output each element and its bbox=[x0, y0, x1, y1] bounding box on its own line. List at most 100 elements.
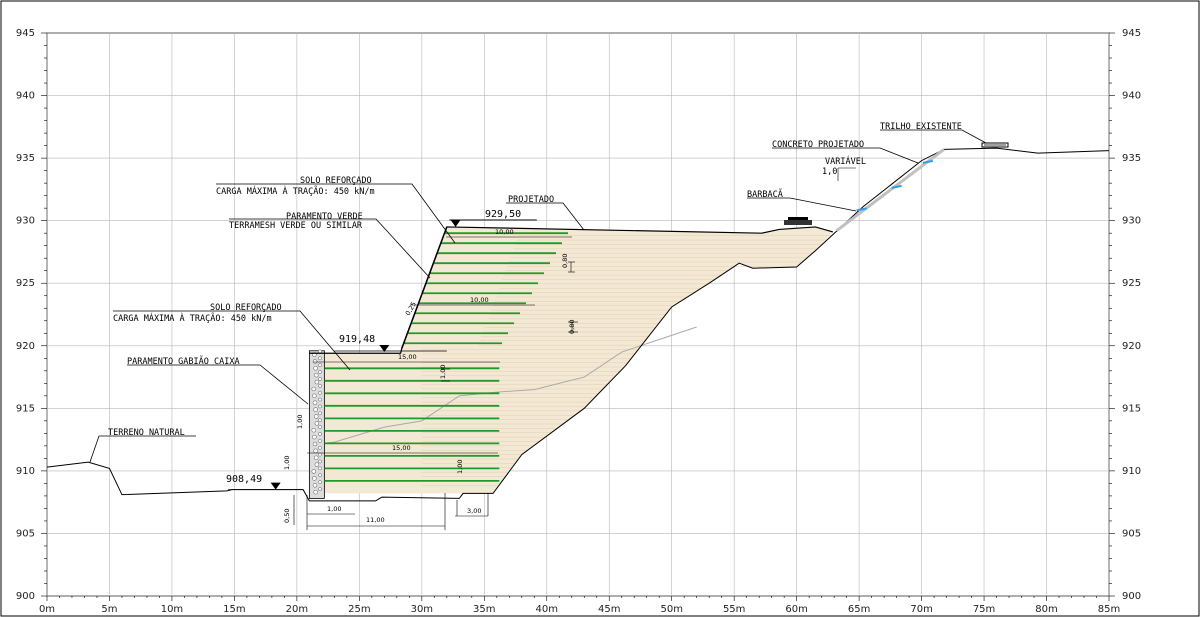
reinforcement-layers bbox=[324, 232, 569, 482]
dim-11: 11,00 bbox=[366, 516, 385, 524]
dim-100-b: 1,00 bbox=[283, 456, 291, 470]
gabion-stone bbox=[311, 427, 316, 433]
gabion-stone bbox=[318, 383, 322, 388]
dim-100-e: 1,00 bbox=[327, 505, 341, 513]
gabion-stone bbox=[318, 466, 322, 471]
gabion-stone bbox=[318, 459, 322, 464]
y-tick-label: 930 bbox=[16, 216, 35, 227]
x-tick-label: 30m bbox=[411, 604, 433, 615]
old-ground-profile bbox=[309, 326, 697, 446]
y-tick-label: 900 bbox=[16, 591, 35, 602]
gabion-stone bbox=[312, 483, 318, 488]
y-tick-label: 945 bbox=[1122, 28, 1141, 39]
gabion-stone bbox=[318, 452, 322, 457]
gabion-stone bbox=[311, 386, 316, 392]
x-tick-label: 50m bbox=[660, 604, 682, 615]
gabion-stone bbox=[313, 372, 319, 378]
x-tick-label: 70m bbox=[910, 604, 932, 615]
x-tick-label: 55m bbox=[723, 604, 745, 615]
x-tick-label: 75m bbox=[973, 604, 995, 615]
elevation-markers bbox=[228, 219, 537, 491]
label-variavel: VARIÁVEL bbox=[825, 155, 866, 167]
x-tick-label: 10m bbox=[161, 604, 183, 615]
y-tick-labels-left: 945 940 935 930 925 920 915 910 905 900 bbox=[16, 28, 35, 602]
rail-track-element bbox=[784, 142, 1009, 225]
gabion-stone bbox=[318, 445, 322, 450]
gabion-stone bbox=[318, 356, 322, 361]
dim-10-mid: 10,00 bbox=[470, 296, 489, 304]
x-tick-label: 85m bbox=[1098, 604, 1120, 615]
x-tick-label: 15m bbox=[223, 604, 245, 615]
leader-line bbox=[89, 435, 100, 463]
gabion-stone bbox=[318, 425, 322, 429]
gabion-stone bbox=[312, 400, 318, 405]
leader-lines bbox=[89, 129, 987, 463]
designed-surface-line bbox=[309, 226, 834, 354]
gabion-stone bbox=[314, 462, 320, 467]
gabion-stone bbox=[313, 366, 318, 371]
gabion-stone bbox=[313, 407, 318, 412]
x-tick-label: 80m bbox=[1035, 604, 1057, 615]
y-tick-labels-right: 945 940 935 930 925 920 915 910 905 900 bbox=[1122, 28, 1141, 602]
label-solo-reforcado-top: SOLO REFORÇADO bbox=[300, 176, 372, 186]
label-solo-reforcado-mid: SOLO REFORÇADO bbox=[210, 303, 282, 313]
marker-top bbox=[450, 219, 461, 227]
leader-line bbox=[216, 183, 456, 244]
gabion-stone bbox=[314, 379, 320, 385]
gabion-stone bbox=[313, 489, 318, 495]
gabion-stone bbox=[314, 421, 320, 426]
drain-mark bbox=[856, 207, 867, 212]
elevation-base: 908,49 bbox=[226, 474, 262, 485]
gabion-stone bbox=[318, 432, 322, 436]
gabion-stone bbox=[318, 439, 322, 443]
label-paramento-gabiao: PARAMENTO GABIÃO CAIXA bbox=[127, 356, 240, 367]
dim-15-top: 15,00 bbox=[398, 353, 417, 361]
x-tick-labels: 0m 5m 10m 15m 20m 25m 30m 35m 40m 45m 50m 55m 60m 65m… bbox=[39, 604, 1120, 615]
drain-mark bbox=[922, 159, 934, 164]
drain-marks bbox=[856, 159, 934, 212]
label-barbaca: BARBACÃ bbox=[747, 189, 783, 200]
gabion-stone bbox=[318, 480, 322, 484]
gabion-stone bbox=[312, 434, 317, 440]
gabion-stone bbox=[313, 448, 318, 454]
gabion-stone bbox=[312, 441, 318, 447]
upper-wall-face bbox=[401, 226, 448, 349]
leader-line bbox=[229, 218, 431, 279]
leader-line bbox=[506, 202, 585, 231]
y-tick-label: 935 bbox=[1122, 153, 1141, 164]
dim-100-c: 1,00 bbox=[439, 365, 447, 379]
label-terreno-natural: TERRENO NATURAL bbox=[108, 428, 185, 438]
gabion-stone bbox=[318, 397, 322, 402]
gabion-stone bbox=[318, 370, 322, 374]
y-tick-label: 935 bbox=[16, 153, 35, 164]
x-tick-label: 25m bbox=[348, 604, 370, 615]
dimension-lines bbox=[293, 167, 856, 530]
label-terramesh: TERRAMESH VERDE OU SIMILAR bbox=[229, 221, 363, 231]
label-slope-ratio: 1,0 bbox=[822, 167, 837, 177]
leader-line bbox=[113, 310, 351, 371]
gabion-wall bbox=[308, 349, 325, 499]
y-tick-label: 945 bbox=[16, 28, 35, 39]
existing-ground-line bbox=[46, 147, 1110, 502]
y-tick-label: 940 bbox=[1122, 91, 1141, 102]
y-tick-label: 925 bbox=[1122, 278, 1141, 289]
elevation-mid: 919,48 bbox=[339, 334, 375, 345]
x-tick-label: 45m bbox=[598, 604, 620, 615]
leader-line bbox=[747, 197, 857, 212]
y-tick-label: 910 bbox=[16, 466, 35, 477]
x-tick-label: 60m bbox=[785, 604, 807, 615]
y-tick-label: 925 bbox=[16, 278, 35, 289]
gabion-stone bbox=[318, 390, 322, 395]
y-tick-label: 920 bbox=[16, 341, 35, 352]
dim-10-top: 10,00 bbox=[495, 228, 514, 236]
gabion-stone bbox=[313, 414, 319, 419]
drain-mark bbox=[891, 184, 902, 189]
gabion-stone bbox=[318, 418, 322, 423]
y-tick-label: 915 bbox=[16, 403, 35, 414]
dim-100-d: 1,00 bbox=[456, 460, 464, 474]
y-tick-label: 940 bbox=[16, 91, 35, 102]
y-tick-label: 930 bbox=[1122, 216, 1141, 227]
y-tick-label: 915 bbox=[1122, 403, 1141, 414]
